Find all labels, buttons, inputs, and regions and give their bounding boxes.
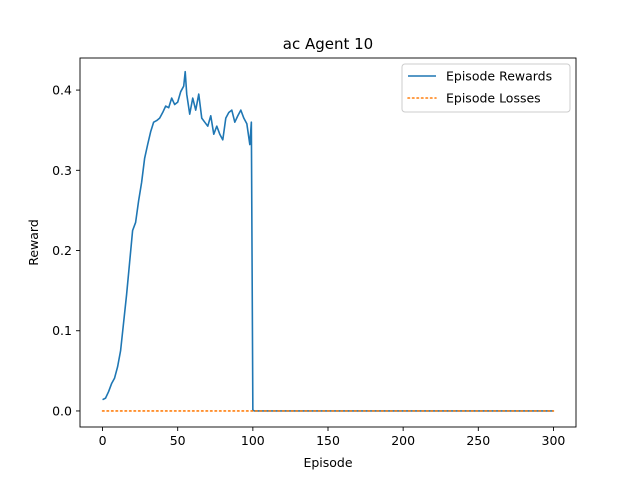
x-tick-label: 50: [170, 433, 186, 448]
x-tick-label: 200: [391, 433, 415, 448]
chart-title: ac Agent 10: [283, 35, 373, 53]
x-tick-label: 300: [542, 433, 566, 448]
legend: Episode Rewards Episode Losses: [401, 63, 571, 113]
x-tick-label: 100: [241, 433, 265, 448]
x-axis: 0 50 100 150 200 250 300: [99, 427, 566, 448]
x-tick-label: 0: [99, 433, 107, 448]
y-tick-label: 0.0: [52, 403, 72, 418]
y-axis: 0.0 0.1 0.2 0.3 0.4: [52, 83, 80, 418]
legend-box: [401, 63, 571, 113]
x-tick-label: 150: [316, 433, 340, 448]
legend-label: Episode Rewards: [446, 69, 552, 84]
y-tick-label: 0.3: [52, 163, 72, 178]
y-tick-label: 0.4: [52, 83, 72, 98]
y-tick-label: 0.1: [52, 323, 72, 338]
legend-label: Episode Losses: [446, 91, 541, 106]
x-axis-label: Episode: [303, 455, 352, 470]
y-axis-label: Reward: [26, 219, 41, 266]
x-tick-label: 250: [466, 433, 490, 448]
y-tick-label: 0.2: [52, 243, 72, 258]
series-line-episode-rewards: [102, 70, 554, 412]
